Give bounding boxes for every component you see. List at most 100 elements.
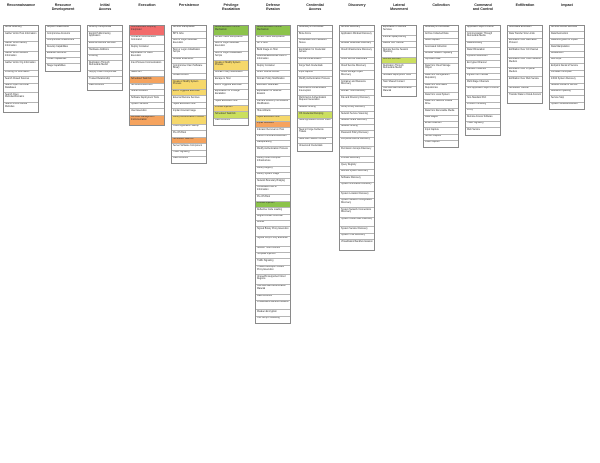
technique-cell[interactable]: Defacement — [550, 51, 584, 58]
tactic-header[interactable]: Reconnaissance — [6, 3, 36, 7]
technique-cell[interactable]: Exploitation for Privilege Escalation — [214, 89, 248, 100]
technique-cell[interactable]: Traffic Signaling — [256, 259, 290, 266]
technique-cell[interactable]: Firmware Corruption — [550, 70, 584, 78]
technique-cell[interactable]: Exfiltration Over Web Service — [508, 77, 542, 87]
technique-cell[interactable]: Use Alternate Authentication Material — [382, 86, 416, 97]
technique-cell[interactable]: Ingress Tool Transfer — [466, 73, 500, 81]
technique-cell[interactable]: Abuse Elevation Control Mechanism — [214, 26, 248, 36]
technique-cell[interactable]: Container Administration Command — [130, 35, 164, 46]
technique-cell[interactable]: Remote Service Session Hijacking — [382, 48, 416, 58]
tactic-header[interactable]: Exfiltration — [515, 3, 535, 7]
technique-cell[interactable]: Office Application Startup — [172, 125, 206, 132]
technique-cell[interactable]: Search Victim-Owned Websites — [4, 102, 38, 113]
technique-cell[interactable]: Network Sniffing — [298, 105, 332, 113]
technique-cell[interactable]: Browser Bookmark Discovery — [340, 41, 374, 49]
technique-cell[interactable]: Data from Information Repositories — [424, 83, 458, 94]
technique-cell[interactable]: Valid Accounts — [172, 157, 206, 164]
technique-cell[interactable]: Cloud Infrastructure Discovery — [340, 48, 374, 58]
technique-cell[interactable]: Modify Cloud Compute Infrastructure — [256, 157, 290, 167]
technique-cell[interactable]: Weaken Encryption — [256, 310, 290, 317]
technique-cell[interactable]: Query Registry — [340, 163, 374, 170]
technique-cell[interactable]: Clipboard Data — [424, 57, 458, 65]
technique-cell[interactable]: Data Encrypted for Impact — [550, 38, 584, 46]
technique-cell[interactable]: Network Service Scanning — [340, 112, 374, 119]
technique-cell[interactable]: Hide Artifacts — [256, 109, 290, 116]
technique-cell[interactable]: Process Injection — [256, 201, 290, 209]
technique-cell[interactable]: Scheduled Transfer — [508, 86, 542, 94]
technique-cell[interactable]: Software Discovery — [340, 176, 374, 183]
technique-cell[interactable]: Direct Volume Access — [256, 70, 290, 78]
technique-cell[interactable]: Template Injection — [256, 252, 290, 260]
technique-cell[interactable]: Permission Groups Discovery — [340, 147, 374, 158]
technique-cell[interactable]: Escape to Host — [214, 77, 248, 84]
technique-cell[interactable]: BITS Jobs — [172, 32, 206, 39]
technique-cell[interactable]: Disk Wipe — [550, 57, 584, 65]
technique-cell[interactable]: Traffic Signaling — [172, 150, 206, 158]
technique-cell[interactable]: Input Capture — [424, 128, 458, 135]
technique-cell[interactable]: Obtain Capabilities — [46, 57, 80, 65]
technique-cell[interactable]: Non-Standard Port — [466, 96, 500, 103]
technique-cell[interactable]: Password Policy Discovery — [340, 131, 374, 138]
technique-cell[interactable]: Data Encoding — [466, 41, 500, 49]
technique-cell[interactable]: Implant Internal Image — [172, 109, 206, 116]
technique-cell[interactable]: Modify Authentication Process — [256, 147, 290, 158]
technique-cell[interactable]: Phishing — [88, 54, 122, 62]
technique-cell[interactable]: Scheduled Task/Job — [214, 112, 248, 119]
technique-cell[interactable]: Lateral Tool Transfer — [382, 41, 416, 49]
technique-cell[interactable]: File and Directory Discovery — [340, 96, 374, 106]
technique-cell[interactable]: Protocol Tunneling — [466, 102, 500, 110]
tactic-header[interactable]: Impact — [561, 3, 573, 7]
technique-cell[interactable]: Resource Hijacking — [550, 89, 584, 97]
technique-cell[interactable]: OS Credential Dumping — [298, 112, 332, 119]
technique-cell[interactable]: System Time Discovery — [340, 233, 374, 241]
technique-cell[interactable]: Data Staged — [424, 115, 458, 122]
technique-cell[interactable]: Data Obfuscation — [466, 48, 500, 55]
technique-cell[interactable]: Rootkit — [256, 220, 290, 228]
technique-cell[interactable]: Dynamic Resolution — [466, 54, 500, 62]
technique-cell[interactable]: Create or Modify System Process — [172, 80, 206, 90]
technique-cell[interactable]: Gather Victim Host Information — [4, 32, 38, 42]
technique-cell[interactable]: Encrypted Channel — [466, 61, 500, 68]
technique-cell[interactable]: Create Account — [172, 73, 206, 81]
technique-cell[interactable]: Event Triggered Execution — [214, 83, 248, 90]
technique-cell[interactable]: Non-Application Layer Protocol — [466, 86, 500, 97]
technique-cell[interactable]: Replication Through Removable Media — [382, 64, 416, 74]
technique-cell[interactable]: Stage Capabilities — [46, 64, 80, 71]
technique-cell[interactable]: Steal or Forge Kerberos Tickets — [298, 128, 332, 138]
technique-cell[interactable]: Signed Binary Proxy Execution — [256, 227, 290, 237]
technique-cell[interactable]: Rogue Domain Controller — [256, 214, 290, 221]
tactic-header[interactable]: Credential Access — [306, 3, 324, 12]
technique-cell[interactable]: Service Stop — [550, 96, 584, 103]
technique-cell[interactable]: Software Deployment Tools — [382, 73, 416, 81]
technique-cell[interactable]: Traffic Signaling — [466, 121, 500, 129]
technique-cell[interactable]: Search Open Technical Databases — [4, 83, 38, 94]
technique-cell[interactable]: Exploitation for Credential Access — [298, 48, 332, 58]
technique-cell[interactable]: Drive-by Compromise — [88, 26, 122, 33]
technique-cell[interactable]: Virtualization/Sandbox Evasion — [340, 240, 374, 250]
technique-cell[interactable]: Access Token Manipulation — [256, 35, 290, 42]
technique-cell[interactable]: File and Directory Permissions Modificat… — [256, 99, 290, 110]
technique-cell[interactable]: Native API — [130, 70, 164, 78]
technique-cell[interactable]: Process Discovery — [340, 157, 374, 164]
technique-cell[interactable]: Deploy Container — [130, 45, 164, 52]
tactic-header[interactable]: Collection — [432, 3, 450, 7]
technique-cell[interactable]: Develop Capabilities — [46, 45, 80, 52]
technique-cell[interactable]: System Shutdown/Reboot — [550, 102, 584, 110]
technique-cell[interactable]: Transfer Data to Cloud Account — [508, 93, 542, 103]
technique-cell[interactable]: Active Scanning — [4, 26, 38, 33]
technique-cell[interactable]: Modify Registry — [256, 166, 290, 174]
technique-cell[interactable]: Endpoint Denial of Service — [550, 64, 584, 71]
technique-cell[interactable]: Valid Accounts — [88, 83, 122, 90]
technique-cell[interactable]: Modify System Image — [256, 173, 290, 180]
technique-cell[interactable]: Domain Trust Discovery — [340, 89, 374, 97]
technique-cell[interactable]: Adversary-in-the-Middle — [298, 26, 332, 33]
technique-cell[interactable]: Multi-Stage Channels — [466, 80, 500, 87]
technique-cell[interactable]: System Location Discovery — [340, 192, 374, 199]
tactic-header[interactable]: Initial Access — [98, 3, 112, 12]
technique-cell[interactable]: Container and Resource Discovery — [340, 80, 374, 90]
technique-cell[interactable]: Fallback Channels — [466, 67, 500, 74]
technique-cell[interactable]: Data from Local System — [424, 93, 458, 100]
technique-cell[interactable]: Exploitation for Client Execution — [130, 51, 164, 62]
technique-cell[interactable]: Forced Authentication — [298, 57, 332, 65]
technique-cell[interactable]: Cloud Service Discovery — [340, 64, 374, 71]
